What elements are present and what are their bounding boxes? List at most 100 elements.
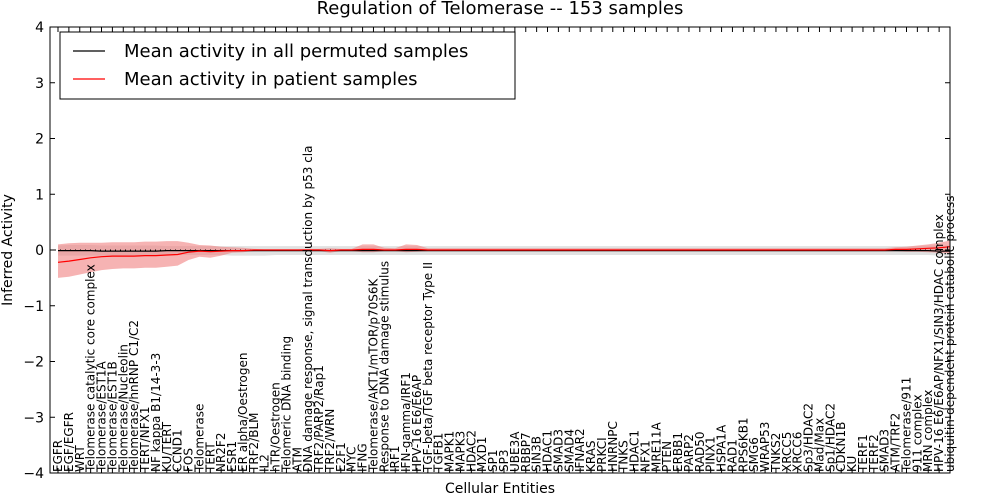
x-tick-label: NR2F2: [214, 433, 228, 473]
x-tick-label: E2F1: [334, 442, 348, 472]
x-tick-label: XRCC5: [780, 432, 794, 472]
confidence-bands: [58, 240, 950, 278]
x-tick-label: TGF-beta/TGF beta receptor Type II: [421, 262, 435, 473]
x-tick-label: PARP2: [682, 434, 696, 472]
x-tick-label: Telomerase/AKT1/mTOR/p70S6K: [366, 277, 380, 473]
x-tick-label: XRCC6: [791, 432, 805, 472]
x-tick-label: IFN-gamma/IRF1: [399, 372, 413, 472]
x-tick-label: FOS: [182, 448, 196, 472]
x-tick-label: Telomerase: [192, 404, 206, 473]
x-tick-label: IFNAR2: [573, 428, 587, 472]
x-tick-label: WRAP53: [758, 422, 772, 472]
x-tick-label: TERF1: [856, 434, 870, 473]
y-tick-label: −2: [23, 355, 44, 371]
x-tick-label: TRF2/PARP2/Rap1: [312, 365, 326, 473]
x-tick-label: IFNG: [356, 443, 370, 472]
x-tick-label: TGFB1: [432, 433, 446, 473]
x-tick-label: PINX1: [704, 436, 718, 472]
x-tick-label: CDKN1B: [834, 422, 848, 472]
x-tick-label: RPS6KB1: [736, 417, 750, 472]
legend-label-permuted: Mean activity in all permuted samples: [124, 41, 468, 62]
y-axis-label: Inferred Activity: [0, 194, 16, 306]
x-tick-label: HDAC1: [541, 430, 555, 472]
x-tick-label: EGFR: [51, 440, 65, 472]
x-tick-label: TERT: [203, 442, 217, 473]
y-tick-label: −3: [23, 410, 44, 426]
x-tick-label: ERBB1: [671, 432, 685, 472]
x-tick-label: 911 complex: [910, 394, 924, 472]
x-tick-label: SMG6: [747, 437, 761, 472]
x-tick-label: NFX1: [638, 440, 652, 472]
x-tick-label: Sp3/HDAC2: [802, 403, 816, 472]
x-tick-label: Telomerase/Nucleolin: [116, 344, 130, 473]
x-tick-label: MRN complex: [921, 390, 935, 472]
chart-title: Regulation of Telomerase -- 153 samples: [317, 0, 684, 19]
x-tick-label: WRT: [73, 445, 87, 472]
x-tick-label: HSPA1A: [715, 424, 729, 472]
x-tick-label: PTEN: [660, 441, 674, 472]
x-ticks: [57, 27, 951, 473]
x-tick-label: Telomerase/911: [899, 377, 913, 473]
x-tick-label: hTR/Oestrogen: [269, 382, 283, 472]
x-tick-label: TNKS2: [769, 433, 783, 473]
x-tick-label: MAPK3: [453, 431, 467, 472]
x-tick-label: KU: [845, 456, 859, 472]
x-tick-label: SP3: [497, 450, 511, 473]
y-tick-label: 0: [35, 243, 44, 259]
x-tick-label: TERT/NFX1: [138, 407, 152, 473]
x-tick-label: HDAC1: [628, 430, 642, 472]
x-tick-label: Mad/Max: [812, 418, 826, 472]
y-tick-label: −4: [23, 466, 44, 482]
x-tick-label: EGF/EGFR: [62, 412, 76, 472]
x-tick-label: MXD1: [475, 437, 489, 472]
x-tick-label: SMAD3: [878, 429, 892, 472]
x-tick-label: RBBP7: [519, 432, 533, 472]
y-tick-label: 2: [35, 132, 44, 148]
x-tick-label: ESR1: [225, 441, 239, 472]
series-lines: [57, 246, 951, 263]
x-tick-label: Response to DNA damage stimulus: [377, 261, 391, 472]
legend-label-patient: Mean activity in patient samples: [124, 69, 418, 90]
x-tick-label: PRKCI: [595, 437, 609, 472]
y-tick-label: 4: [35, 20, 44, 36]
x-tick-label: RAD1: [725, 439, 739, 472]
x-tick-label: SMAD3: [551, 429, 565, 472]
x-tick-label: MRE11A: [649, 421, 663, 472]
x-tick-label: Telomerase/EST1B: [105, 361, 119, 473]
y-tick-label: 3: [35, 76, 44, 92]
x-tick-label: HDAC2: [464, 430, 478, 472]
x-tick-label: NF kappa B1/14-3-3: [149, 353, 163, 472]
x-tick-label: TNKS: [617, 440, 631, 473]
series-line-patient: [57, 246, 951, 263]
x-tick-label: TRF2/BLM: [247, 412, 261, 473]
x-tick-label: RAD50: [693, 431, 707, 472]
x-tick-label: MYC: [345, 447, 359, 472]
x-tick-label: ER alpha/Oestrogen: [236, 353, 250, 472]
x-tick-label: Telomerase/hnRNP C1/C2: [127, 320, 141, 473]
x-tick-label: MAPK1: [443, 431, 457, 472]
y-tick-label: 1: [35, 187, 44, 203]
x-tick-label: Sp1/HDAC2: [823, 403, 837, 472]
x-tick-label: IRF1: [388, 446, 402, 472]
y-ticks: −4 −3 −2 −1 0 1 2 3 4: [23, 20, 950, 482]
legend-box: [59, 31, 516, 100]
x-tick-label: ATM/TRF2: [889, 413, 903, 472]
x-tick-label: SIN3B: [530, 436, 544, 472]
x-tick-label: TERF2: [867, 434, 881, 473]
x-axis-label: Cellular Entities: [445, 481, 555, 497]
x-tick-label: HPV-16 E6/E6AP/NFX1/SIN3/HDAC complex: [932, 214, 946, 472]
x-tick-label: Telomerase/EST1A: [95, 360, 109, 473]
x-tick-label: Telomerase catalytic core complex: [84, 264, 98, 473]
x-tick-label: HNRNPC: [606, 421, 620, 472]
x-tick-label: SMAD4: [562, 429, 576, 472]
x-tick-label: UBE3A: [508, 431, 522, 472]
x-tick-label: SP1: [486, 450, 500, 473]
series-line-permuted: [58, 250, 950, 252]
x-tick-label: KU/TERT: [160, 421, 174, 472]
x-tick-label: HPV-16 E6/E6AP: [410, 375, 424, 472]
x-tick-label: TRF2/WRN: [323, 409, 337, 473]
x-tick-label: DNA damage response, signal transduction…: [301, 145, 315, 472]
y-tick-label: −1: [23, 299, 44, 315]
